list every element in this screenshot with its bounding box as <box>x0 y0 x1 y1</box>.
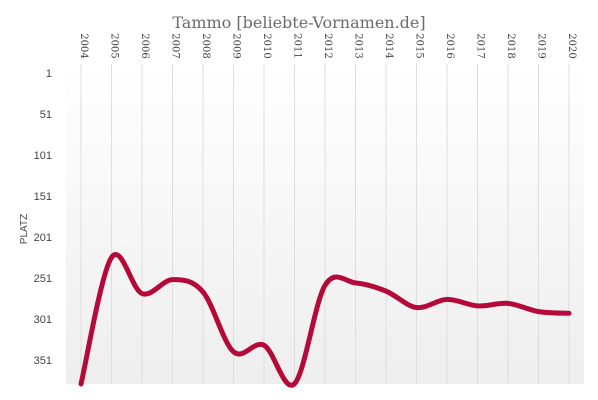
x-tick-label: 2015 <box>414 33 425 58</box>
x-tick-label: 2016 <box>444 33 455 58</box>
x-tick-label: 2008 <box>200 33 211 58</box>
x-tick-label: 2014 <box>383 33 394 58</box>
x-tick-label: 2019 <box>536 33 547 58</box>
x-tick-label: 2011 <box>292 33 303 58</box>
x-tick-label: 2020 <box>566 33 577 58</box>
y-tick-label: 251 <box>34 273 52 285</box>
x-tick-label: 2009 <box>231 33 242 58</box>
x-tick-label: 2017 <box>475 33 486 58</box>
grid-lines <box>80 64 570 384</box>
x-tick-label: 2006 <box>139 33 150 58</box>
x-tick-label: 2004 <box>78 33 89 58</box>
y-tick-label: 1 <box>46 68 52 80</box>
x-tick-label: 2005 <box>109 33 120 58</box>
y-tick-label: 201 <box>34 232 52 244</box>
x-tick-label: 2007 <box>170 33 181 58</box>
y-axis-label: PLATZ <box>19 214 30 244</box>
chart-title: Tammo [beliebte-Vornamen.de] <box>172 13 425 32</box>
x-tick-label: 2010 <box>261 33 272 58</box>
x-tick-label: 2012 <box>322 33 333 58</box>
x-axis-ticks: 2004 2005 2006 2007 2008 2009 2010 2011 2012 2013… <box>78 33 577 58</box>
series-line <box>78 252 572 388</box>
y-tick-label: 301 <box>34 314 52 326</box>
y-tick-label: 151 <box>34 191 52 203</box>
x-tick-label: 2013 <box>353 33 364 58</box>
x-tick-label: 2018 <box>505 33 516 58</box>
y-tick-label: 101 <box>34 150 52 162</box>
y-tick-label: 351 <box>34 355 52 367</box>
y-tick-label: 51 <box>40 109 52 121</box>
